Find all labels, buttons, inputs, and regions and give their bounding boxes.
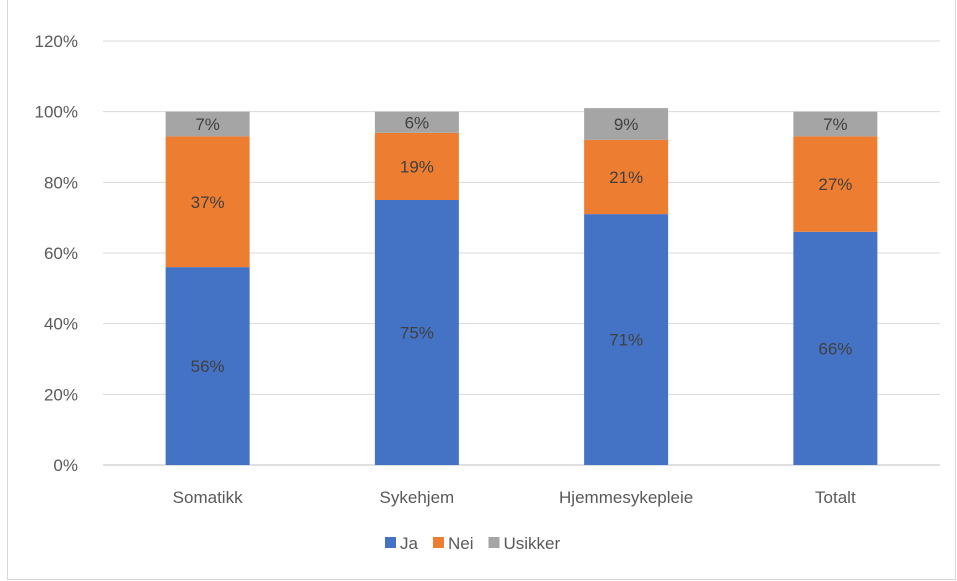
data-label: 56% — [191, 357, 225, 376]
y-tick-label: 40% — [44, 315, 78, 334]
bar-segment-ja — [584, 214, 669, 465]
legend: Ja Nei Usikker — [385, 534, 560, 553]
legend-label: Usikker — [503, 534, 560, 553]
bar-segment-usikker — [793, 111, 878, 137]
legend-label: Nei — [448, 534, 474, 553]
data-label: 66% — [818, 339, 852, 358]
data-label: 71% — [609, 331, 643, 350]
legend-swatch — [488, 537, 500, 548]
bar-segment-nei — [584, 139, 669, 215]
y-axis: 0% 20% 40% 60% 80% 100% 120% — [35, 32, 78, 475]
y-tick-label: 100% — [35, 103, 78, 122]
legend-item: Ja — [385, 534, 419, 553]
x-tick-label: Somatikk — [173, 488, 243, 507]
bar-segment-ja — [165, 267, 250, 465]
legend-swatch — [385, 537, 396, 548]
legend-swatch — [432, 537, 444, 548]
data-label: 7% — [195, 115, 220, 134]
bar-stack: 56% 37% 7% — [165, 111, 250, 465]
legend-item: Usikker — [488, 534, 560, 553]
bar-segment-ja — [793, 231, 878, 465]
bar-stack: 75% 19% 6% — [374, 111, 459, 465]
bars: 56% 37% 7% 75% 19% 6% 71% 21% 9% 66% 27% 7% — [165, 108, 878, 465]
bar-segment-nei — [374, 132, 459, 200]
x-tick-label: Hjemmesykepleie — [559, 488, 693, 507]
y-tick-label: 80% — [44, 173, 78, 192]
bar-segment-usikker — [374, 111, 459, 133]
data-label: 21% — [609, 168, 643, 187]
x-tick-label: Totalt — [815, 488, 856, 507]
legend-item: Nei — [432, 534, 474, 553]
bar-segment-ja — [374, 200, 459, 465]
bar-stack: 66% 27% 7% — [793, 111, 878, 465]
data-label: 37% — [191, 193, 225, 212]
bar-segment-usikker — [584, 108, 669, 140]
y-tick-label: 60% — [44, 244, 78, 263]
data-label: 6% — [405, 113, 430, 132]
data-label: 7% — [823, 115, 848, 134]
y-tick-label: 20% — [44, 385, 78, 404]
bar-segment-nei — [793, 136, 878, 232]
data-label: 75% — [400, 324, 434, 343]
data-label: 9% — [614, 115, 639, 134]
bar-stack: 71% 21% 9% — [584, 108, 669, 465]
x-axis: Somatikk Sykehjem Hjemmesykepleie Totalt — [173, 488, 856, 507]
bar-segment-usikker — [165, 111, 250, 137]
data-label: 27% — [818, 175, 852, 194]
x-tick-label: Sykehjem — [380, 488, 455, 507]
y-tick-label: 120% — [35, 32, 78, 51]
data-label: 19% — [400, 157, 434, 176]
y-tick-label: 0% — [53, 456, 78, 475]
legend-label: Ja — [400, 534, 419, 553]
bar-segment-nei — [165, 136, 250, 268]
